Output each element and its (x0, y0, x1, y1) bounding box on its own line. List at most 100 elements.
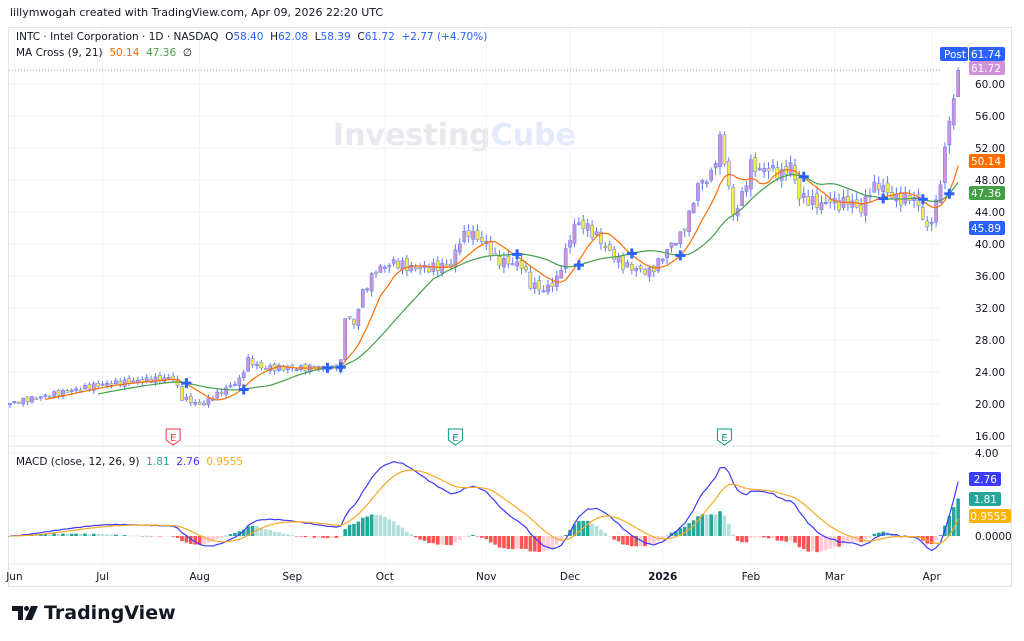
macd-histogram-bar (802, 536, 806, 549)
candle-body (122, 379, 127, 387)
candle-body (180, 386, 184, 401)
candle-body (21, 397, 26, 405)
price-axis-label: 52.00 (975, 143, 1005, 155)
macd-histogram-bar (524, 536, 528, 549)
earnings-marker[interactable]: E (716, 428, 732, 446)
macd-histogram-bar (105, 534, 109, 536)
macd-histogram-bar (700, 514, 705, 536)
last-price-tag-bg (969, 61, 1005, 75)
time-axis-label: Aug (189, 571, 210, 583)
macd-histogram-bar (158, 536, 162, 537)
ma-slow-tag: 47.36 (971, 188, 1001, 200)
time-axis-label: Jul (95, 571, 109, 583)
candle-body (921, 206, 925, 220)
candle-body (61, 389, 65, 397)
macd-histogram-bar (493, 536, 497, 545)
macd-histogram-bar (233, 532, 237, 536)
macd-histogram-bar (290, 535, 295, 536)
macd-histogram-bar (241, 529, 246, 536)
candle-body (457, 243, 462, 253)
candle-body (91, 383, 96, 391)
macd-histogram-bar (343, 529, 347, 536)
candle-body (383, 266, 387, 269)
time-axis-label: Feb (742, 571, 761, 583)
candle-body (612, 248, 617, 260)
ma-cross-legend[interactable]: MA Cross (9, 21) 50.14 47.36 ∅ (16, 47, 192, 59)
candle-body (400, 260, 405, 270)
macd-legend[interactable]: MACD (close, 12, 26, 9) 1.81 2.76 0.9555 (16, 456, 243, 468)
ma-cross-marker (675, 250, 686, 261)
macd-hist-tag-bg (969, 492, 1001, 506)
candle-body (581, 219, 586, 229)
candle-body (246, 357, 250, 372)
macd-histogram-bar (61, 533, 65, 536)
post-tag-bg (940, 47, 968, 61)
candle-body (206, 397, 211, 405)
price-axis-label: 16.00 (975, 431, 1005, 443)
macd-histogram-bar (321, 536, 325, 538)
macd-histogram-bar (616, 536, 621, 542)
macd-histogram-bar (652, 536, 656, 544)
macd-histogram-bar (286, 534, 290, 536)
candle-body (510, 263, 515, 266)
macd-histogram-bar (383, 517, 387, 536)
candle-body (294, 368, 299, 371)
candle-body (700, 180, 705, 184)
earnings-marker[interactable]: E (447, 428, 463, 446)
price-axis-label: 48.00 (975, 175, 1005, 187)
high-value: 62.08 (277, 31, 309, 43)
tradingview-logo[interactable]: TradingView (12, 602, 176, 624)
candle-body (277, 364, 281, 371)
macd-histogram-bar (674, 530, 678, 536)
candle-body (731, 187, 736, 215)
candle-body (360, 289, 365, 308)
candle-body (502, 258, 506, 268)
macd-histogram-bar (868, 536, 872, 538)
macd-histogram-bar (735, 536, 740, 541)
candle-body (347, 316, 352, 319)
candle-body (682, 228, 687, 231)
candle-body (127, 378, 131, 384)
candle-body (74, 388, 79, 391)
candle-body (713, 163, 718, 169)
candle-body (233, 383, 237, 386)
candle-body (687, 210, 691, 233)
candle-body (885, 182, 890, 194)
candle-body (585, 223, 590, 231)
candle-body (607, 244, 612, 251)
macd-histogram-bar (149, 536, 153, 537)
macd-histogram-bar (506, 536, 511, 550)
macd-histogram-bar (330, 536, 334, 538)
candle-body (696, 183, 700, 201)
candle-body (947, 120, 952, 146)
candle-body (678, 231, 683, 244)
time-axis-label: Nov (476, 571, 497, 583)
macd-axis-label: 0.0000 (975, 531, 1012, 543)
earnings-marker[interactable]: E (165, 428, 181, 446)
macd-histogram-bar (643, 536, 647, 547)
candle-body (281, 366, 286, 371)
macd-histogram-bar (612, 536, 616, 540)
macd-histogram-bar (488, 536, 493, 543)
candle-body (903, 192, 908, 204)
candle-body (815, 193, 819, 208)
candle-body (660, 258, 665, 262)
candle-body (753, 157, 758, 173)
candle-body (184, 396, 189, 400)
ma-cross-marker (181, 378, 192, 389)
macd-histogram-bar (356, 521, 361, 536)
macd-histogram-bar (682, 526, 687, 536)
macd-histogram-bar (391, 521, 396, 536)
macd-histogram-bar (87, 534, 92, 536)
macd-histogram-bar (797, 536, 802, 548)
candle-body (757, 168, 762, 171)
macd-signal-line (9, 469, 959, 544)
macd-histogram-bar (585, 520, 590, 536)
candle-body (352, 318, 356, 325)
candle-body (819, 202, 824, 210)
macd-histogram-bar (528, 536, 533, 552)
candle-body (669, 242, 674, 248)
macd-histogram-bar (634, 536, 639, 547)
macd-histogram-bar (127, 535, 131, 537)
